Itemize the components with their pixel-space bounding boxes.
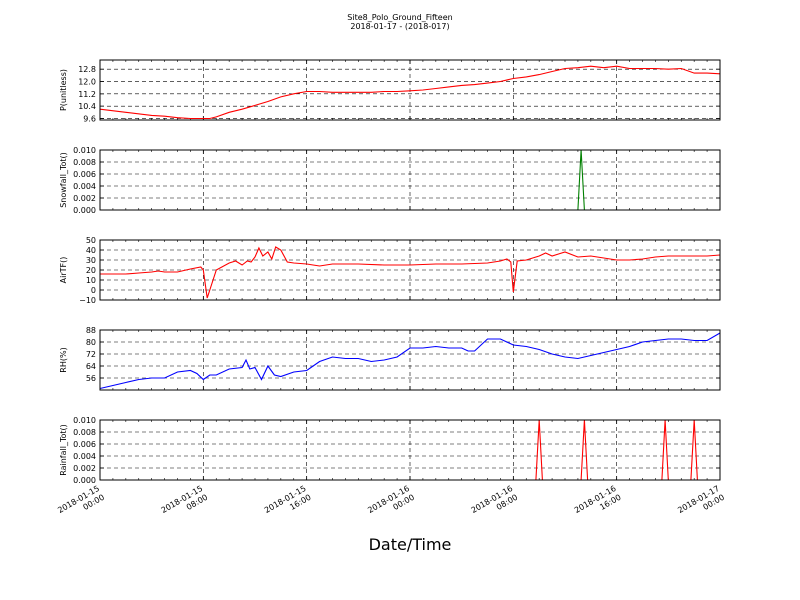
y-tick-label: 0.000 — [73, 206, 96, 215]
y-tick-label: −10 — [79, 296, 96, 305]
y-tick-label: 12.8 — [78, 65, 96, 74]
x-axis-label: Date/Time — [369, 535, 452, 554]
y-tick-label: 0.004 — [73, 182, 96, 191]
y-tick-label: 0 — [91, 286, 96, 295]
y-axis-label: RH(%) — [59, 347, 68, 372]
y-axis-label: Rainfall_Tot() — [59, 424, 68, 476]
y-tick-label: 56 — [86, 374, 96, 383]
x-tick-label: 2018-01-1616:00 — [573, 484, 623, 524]
y-tick-label: 0.010 — [73, 146, 96, 155]
x-tick-label: 2018-01-1700:00 — [676, 484, 726, 524]
panel-frame — [99, 419, 721, 481]
y-tick-label: 0.002 — [73, 194, 96, 203]
y-tick-label: 10.4 — [78, 102, 96, 111]
panels: 9.6 10.4 11.2 12.0 12.8 P(unitless) 0.000 0.002… — [59, 59, 721, 485]
y-tick-label: 0.008 — [73, 428, 96, 437]
series-line-1 — [99, 65, 721, 120]
x-tick-label: 2018-01-1600:00 — [366, 484, 416, 524]
panel-frame — [99, 149, 721, 211]
y-tick-label: 0.002 — [73, 464, 96, 473]
series-line-3 — [100, 246, 721, 299]
y-tick-label: 30 — [86, 256, 96, 265]
y-axis-label: P(unitless) — [59, 69, 68, 111]
panel-frame — [99, 329, 721, 391]
x-tick-label: 2018-01-1608:00 — [470, 484, 520, 524]
chart-title-line2: 2018-01-17 - (2018-017) — [350, 22, 449, 31]
y-axis-label: AirTF() — [59, 257, 68, 284]
chart-title-line1: Site8_Polo_Ground_Fifteen — [347, 13, 452, 22]
y-tick-label: 40 — [86, 246, 96, 255]
panel-4: 56 64 72 80 88 RH(%) — [59, 326, 721, 391]
y-tick-label: 50 — [86, 236, 96, 245]
y-tick-label: 10 — [86, 276, 96, 285]
y-tick-label: 11.2 — [78, 90, 96, 99]
y-tick-label: 64 — [86, 362, 96, 371]
panel-frame — [99, 59, 721, 121]
y-axis-label: Snowfall_Tot() — [59, 152, 68, 208]
y-tick-label: 20 — [86, 266, 96, 275]
x-tick-label: 2018-01-1500:00 — [56, 484, 106, 524]
y-tick-label: 12.0 — [78, 78, 96, 87]
y-tick-label: 88 — [86, 326, 96, 335]
y-tick-label: 80 — [86, 338, 96, 347]
y-tick-label: 0.000 — [73, 476, 96, 485]
panel-2: 0.000 0.002 0.004 0.006 0.008 0.010 Snowfall_T… — [59, 146, 721, 215]
panel-frame — [99, 239, 721, 301]
panel-5: 0.000 0.002 0.004 0.006 0.008 0.010 Rainfall_T… — [59, 416, 721, 485]
y-tick-label: 9.6 — [83, 114, 96, 123]
y-tick-label: 0.004 — [73, 452, 96, 461]
y-tick-label: 72 — [86, 350, 96, 359]
y-tick-label: 0.010 — [73, 416, 96, 425]
x-axis-ticks: 2018-01-1500:00 2018-01-1508:00 2018-01-15… — [56, 484, 726, 524]
y-tick-label: 0.006 — [73, 440, 96, 449]
y-tick-label: 0.006 — [73, 170, 96, 179]
panel-1: 9.6 10.4 11.2 12.0 12.8 P(unitless) — [59, 59, 721, 123]
series-line-4 — [99, 332, 721, 390]
x-tick-label: 2018-01-1516:00 — [263, 484, 313, 524]
x-tick-label: 2018-01-1508:00 — [160, 484, 210, 524]
y-tick-label: 0.008 — [73, 158, 96, 167]
